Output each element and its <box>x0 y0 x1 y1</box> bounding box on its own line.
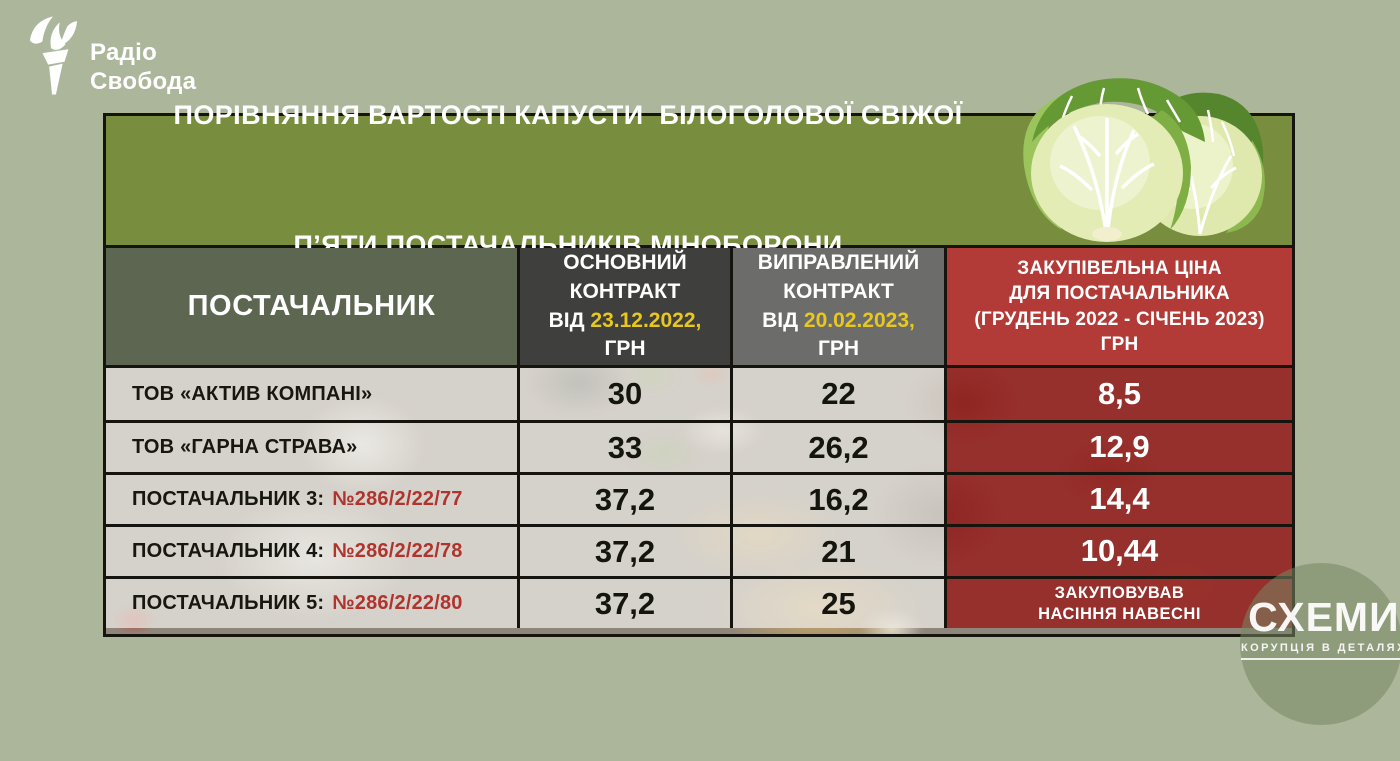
main-contract-date: 23.12.2022, <box>590 308 702 332</box>
main-contract-value: 37,2 <box>520 527 733 576</box>
main-contract-value: 30 <box>520 368 733 420</box>
contract-number: №286/2/22/80 <box>332 592 463 614</box>
brand-logo: Радіо Свобода <box>26 14 196 97</box>
torch-icon <box>26 14 80 96</box>
corrected-contract-value: 25 <box>733 579 947 628</box>
watermark-circle <box>1240 563 1400 725</box>
purchase-price-value: 14,4 <box>947 475 1292 524</box>
column-header-supplier: ПОСТАЧАЛЬНИК <box>106 248 520 365</box>
table-header-row: ПОСТАЧАЛЬНИК ОСНОВНИЙ КОНТРАКТ ВІД 23.12… <box>106 248 1292 368</box>
main-contract-value: 33 <box>520 423 733 472</box>
corrected-contract-date: 20.02.2023, <box>803 308 915 332</box>
schemes-wordmark: СХЕМИ <box>1248 594 1400 640</box>
supplier-cell: ТОВ «АКТИВ КОМПАНІ» <box>106 368 520 420</box>
purchase-price-note: ЗАКУПОВУВАВ НАСІННЯ НАВЕСНІ <box>947 579 1292 628</box>
main-contract-value: 37,2 <box>520 579 733 628</box>
supplier-cell: ПОСТАЧАЛЬНИК 5: №286/2/22/80 <box>106 579 520 628</box>
page-title-line1: ПОРІВНЯННЯ ВАРТОСТІ КАПУСТИ БІЛОГОЛОВОЇ … <box>173 100 963 131</box>
table-row: ТОВ «ГАРНА СТРАВА» 33 26,2 12,9 <box>106 420 1292 472</box>
table-row: ТОВ «АКТИВ КОМПАНІ» 30 22 8,5 <box>106 368 1292 420</box>
supplier-cell: ПОСТАЧАЛЬНИК 4: №286/2/22/78 <box>106 527 520 576</box>
corrected-contract-value: 22 <box>733 368 947 420</box>
table-row: ПОСТАЧАЛЬНИК 3: №286/2/22/77 37,2 16,2 14… <box>106 472 1292 524</box>
contract-number: №286/2/22/78 <box>332 540 463 562</box>
column-header-main-contract: ОСНОВНИЙ КОНТРАКТ ВІД 23.12.2022, ГРН <box>520 248 733 365</box>
column-header-purchase-price: ЗАКУПІВЕЛЬНА ЦІНА ДЛЯ ПОСТАЧАЛЬНИКА (ГРУ… <box>947 248 1292 365</box>
comparison-panel: ПОРІВНЯННЯ ВАРТОСТІ КАПУСТИ БІЛОГОЛОВОЇ … <box>103 100 1295 637</box>
brand-name-line2: Свобода <box>90 68 197 96</box>
corrected-contract-value: 21 <box>733 527 947 576</box>
corrected-contract-value: 26,2 <box>733 423 947 472</box>
corrected-contract-value: 16,2 <box>733 475 947 524</box>
purchase-price-value: 10,44 <box>947 527 1292 576</box>
main-contract-value: 37,2 <box>520 475 733 524</box>
supplier-cell: ТОВ «ГАРНА СТРАВА» <box>106 423 520 472</box>
purchase-price-value: 12,9 <box>947 423 1292 472</box>
schemes-logo: СХЕМИ КОРУПЦІЯ В ДЕТАЛЯХ <box>1241 597 1400 660</box>
schemes-underline <box>1241 658 1400 660</box>
table-row: ПОСТАЧАЛЬНИК 4: №286/2/22/78 37,2 21 10,4… <box>106 524 1292 576</box>
column-header-corrected-contract: ВИПРАВЛЕНИЙ КОНТРАКТ ВІД 20.02.2023, ГРН <box>733 248 947 365</box>
contract-number: №286/2/22/77 <box>332 488 463 510</box>
brand-name: Радіо Свобода <box>90 38 196 97</box>
table-body: ТОВ «АКТИВ КОМПАНІ» 30 22 8,5 ТОВ «ГАРНА… <box>106 368 1292 634</box>
supplier-cell: ПОСТАЧАЛЬНИК 3: №286/2/22/77 <box>106 475 520 524</box>
brand-name-line1: Радіо <box>90 39 158 66</box>
cabbage-illustration <box>1012 70 1274 247</box>
table-row: ПОСТАЧАЛЬНИК 5: №286/2/22/80 37,2 25 ЗАКУ… <box>106 576 1292 628</box>
schemes-tagline: КОРУПЦІЯ В ДЕТАЛЯХ <box>1241 642 1400 654</box>
purchase-price-value: 8,5 <box>947 368 1292 420</box>
